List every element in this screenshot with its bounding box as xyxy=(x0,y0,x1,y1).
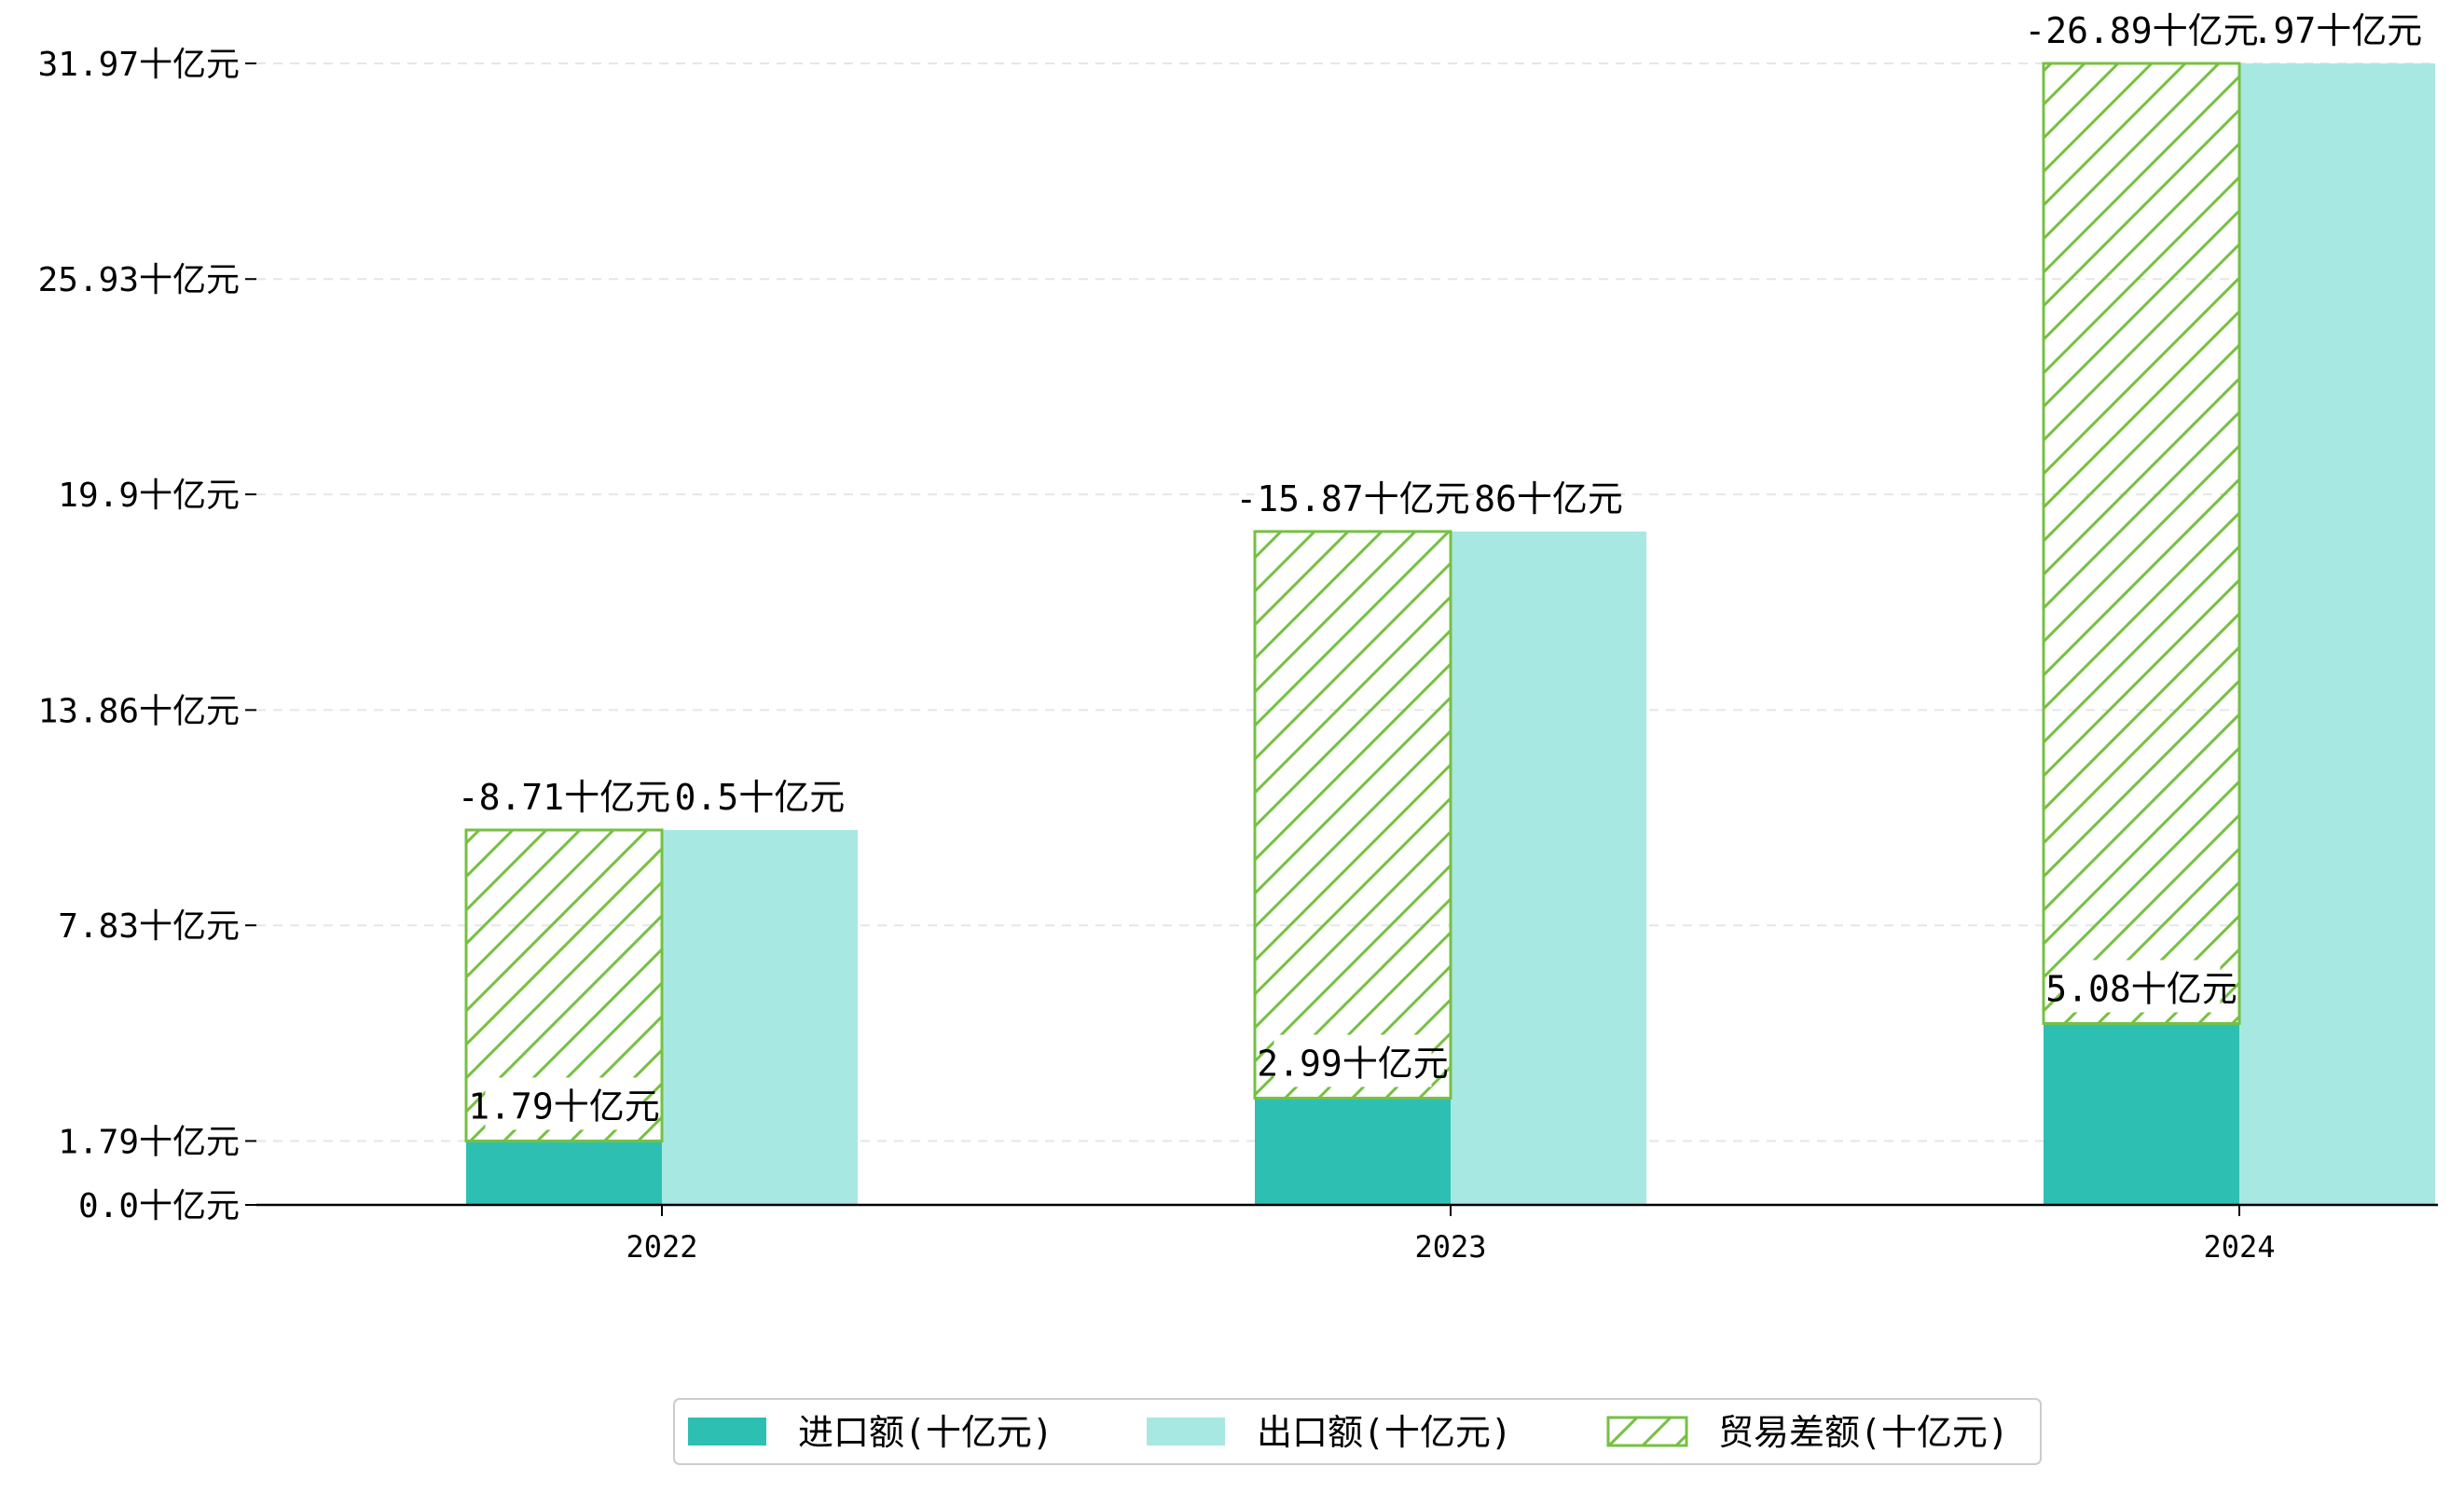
y-tick-label: 1.79十亿元 xyxy=(58,1123,240,1161)
y-tick-label: 25.93十亿元 xyxy=(38,261,240,299)
export-value-label: .97十亿元 xyxy=(2252,10,2423,51)
import-value-label: 1.79十亿元 xyxy=(468,1086,660,1127)
import-value-label: 5.08十亿元 xyxy=(2045,969,2237,1010)
export-value-label-bg xyxy=(1489,469,1608,522)
import-value-label-bg xyxy=(2062,960,2221,1013)
import-value-label-bg xyxy=(485,1077,643,1130)
import-bar xyxy=(466,1141,662,1205)
export-bar xyxy=(1451,531,1646,1205)
legend: 进口额(十亿元) 出口额(十亿元) 贸易差额(十亿元) xyxy=(673,1398,2042,1465)
legend-box xyxy=(673,1398,2042,1465)
x-tick-label: 2024 xyxy=(2203,1229,2275,1265)
export-value-label-bg xyxy=(2268,2,2406,54)
import-bar xyxy=(1255,1098,1451,1205)
y-tick-label: 13.86十亿元 xyxy=(38,692,240,730)
import-bar xyxy=(2044,1023,2239,1205)
export-value-label: 0.5十亿元 xyxy=(675,777,846,818)
trade-balance-value-label-bg xyxy=(475,768,653,821)
axes: 0.0十亿元 1.79十亿元 7.83十亿元 13.86十亿元 19.9十亿元 25.93… xyxy=(38,46,2438,1265)
import-value-label: 2.99十亿元 xyxy=(1257,1044,1449,1085)
trade-balance-bar xyxy=(1253,530,1452,1100)
export-bar xyxy=(662,829,858,1205)
export-value-label-bg xyxy=(691,768,829,821)
trade-balance-bar xyxy=(2042,62,2241,1026)
legend-swatch-trade-balance xyxy=(1606,1416,1688,1447)
legend-swatch-export xyxy=(1147,1418,1225,1446)
legend-label: 进口额(十亿元) xyxy=(798,1412,1053,1453)
trade-balance-value-label-bg xyxy=(1254,469,1452,522)
y-tick-label: 19.9十亿元 xyxy=(58,477,240,515)
y-tick-label: 31.97十亿元 xyxy=(38,46,240,84)
trade-balance-value-label: -15.87十亿元 xyxy=(1235,478,1469,519)
y-tick-label: 0.0十亿元 xyxy=(78,1187,240,1225)
legend-label: 贸易差额(十亿元) xyxy=(1718,1412,2009,1453)
export-bar xyxy=(2239,63,2435,1205)
legend-swatch-import xyxy=(688,1418,766,1446)
trade-balance-value-label: -8.71十亿元 xyxy=(458,777,670,818)
trade-balance-value-label-bg xyxy=(2043,2,2240,54)
export-value-label: 86十亿元 xyxy=(1474,478,1623,519)
data-labels: 0.5十亿元-8.71十亿元 1.79十亿元 86十亿元-15.87十亿元 2.99十… xyxy=(458,2,2423,1130)
y-tick-label: 7.83十亿元 xyxy=(58,907,240,946)
import-value-label-bg xyxy=(1273,1034,1432,1087)
bars xyxy=(464,62,2435,1205)
x-tick-label: 2023 xyxy=(1414,1229,1486,1265)
legend-label: 出口额(十亿元) xyxy=(1257,1412,1512,1453)
trade-balance-value-label: -26.89十亿元 xyxy=(2024,10,2258,51)
x-tick-label: 2022 xyxy=(626,1229,697,1265)
